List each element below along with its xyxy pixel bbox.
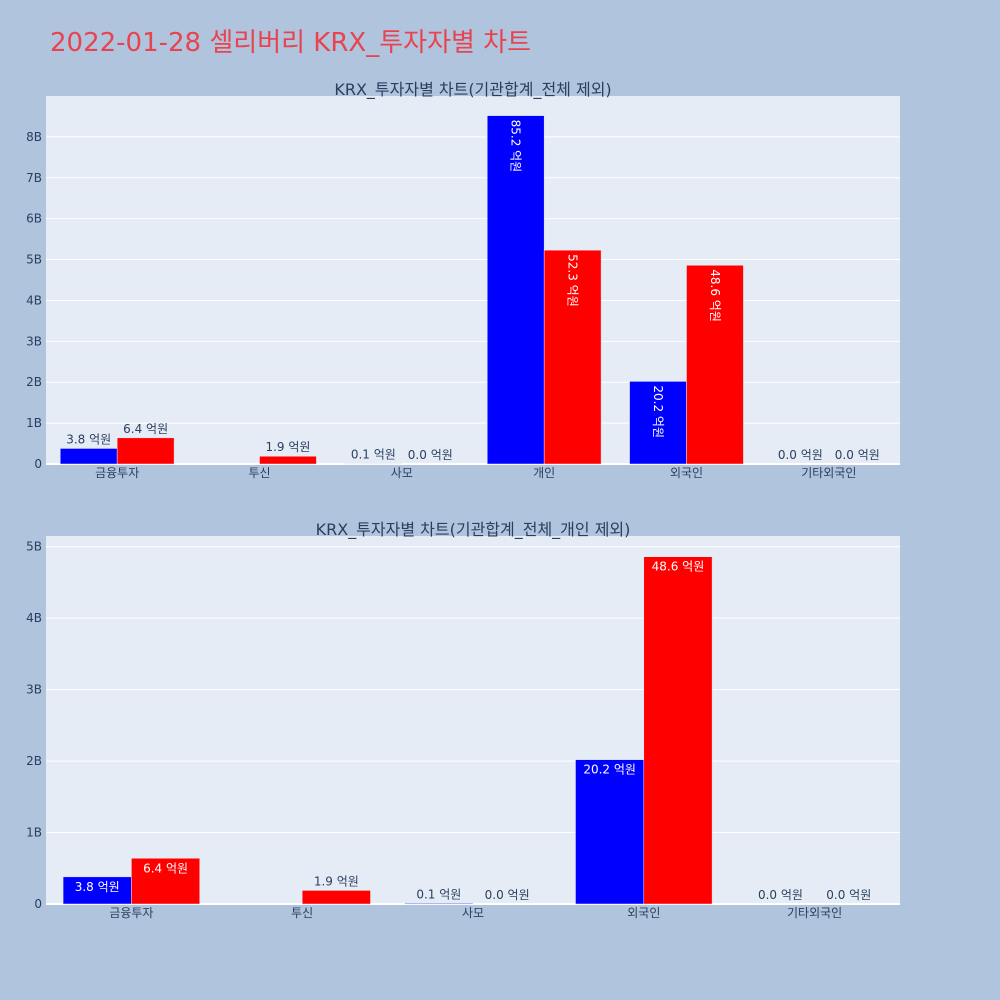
x-tick-label: 금융투자 — [95, 466, 139, 480]
data-label: 85.2 억원 — [509, 120, 523, 173]
x-tick-label: 개인 — [533, 466, 555, 480]
y-tick-label: 0 — [34, 457, 42, 471]
bar — [59, 448, 118, 465]
data-label: 0.0 억원 — [826, 888, 871, 902]
x-tick-label: 사모 — [391, 466, 413, 480]
data-label: 48.6 억원 — [708, 269, 722, 322]
data-label: 1.9 억원 — [265, 440, 310, 454]
bar — [543, 249, 602, 465]
chart-top: KRX_투자자별 차트(기관합계_전체 제외) 0 1B 2B 3B 4B 5B 6B 7B 8B… — [26, 80, 900, 480]
data-label: 0.0 억원 — [758, 888, 803, 902]
data-label: 0.0 억원 — [485, 888, 530, 902]
x-tick-label: 기타외국인 — [787, 906, 842, 920]
bar — [301, 890, 371, 905]
data-label: 20.2 억원 — [583, 763, 636, 777]
bar — [131, 858, 200, 905]
data-label: 48.6 억원 — [652, 560, 705, 574]
y-tick-label: 3B — [26, 683, 42, 697]
bar — [643, 556, 713, 905]
data-label: 0.1 억원 — [416, 887, 461, 901]
bar — [575, 759, 645, 905]
y-tick-label: 4B — [26, 611, 42, 625]
x-tick-label: 금융투자 — [109, 906, 153, 920]
data-label: 0.0 억원 — [835, 448, 880, 462]
data-label: 3.8 억원 — [75, 880, 120, 894]
data-label: 0.0 억원 — [408, 448, 453, 462]
plot-area — [46, 96, 900, 464]
x-tick-label: 기타외국인 — [801, 466, 856, 480]
x-tick-label: 외국인 — [670, 466, 703, 480]
bar — [686, 265, 744, 465]
data-label: 0.1 억원 — [351, 448, 396, 462]
y-tick-label: 3B — [26, 334, 42, 348]
bar — [116, 437, 175, 465]
plot-area — [46, 536, 900, 904]
data-label: 52.3 억원 — [566, 254, 580, 307]
y-tick-label: 1B — [26, 826, 42, 840]
y-tick-label: 8B — [26, 130, 42, 144]
x-tick-label: 투신 — [248, 466, 270, 480]
bar — [486, 115, 545, 465]
y-tick-label: 5B — [26, 540, 42, 554]
x-tick-label: 외국인 — [627, 906, 660, 920]
chart-bottom: KRX_투자자별 차트(기관합계_전체_개인 제외) 0 1B 2B 3B 4B 5B 금융투… — [26, 520, 900, 920]
y-tick-label: 7B — [26, 171, 42, 185]
bar — [629, 381, 687, 465]
y-tick-label: 6B — [26, 212, 42, 226]
y-tick-label: 2B — [26, 754, 42, 768]
data-label: 6.4 억원 — [123, 422, 168, 436]
chart-title: KRX_투자자별 차트(기관합계_전체_개인 제외) — [316, 520, 631, 540]
data-label: 1.9 억원 — [314, 874, 359, 888]
page-title: 2022-01-28 셀리버리 KRX_투자자별 차트 — [50, 28, 532, 58]
chart-title: KRX_투자자별 차트(기관합계_전체 제외) — [334, 80, 611, 100]
x-tick-label: 투신 — [291, 906, 313, 920]
data-label: 0.0 억원 — [778, 448, 823, 462]
data-label: 20.2 억원 — [651, 385, 665, 438]
bar — [259, 455, 317, 465]
bar — [404, 903, 474, 905]
y-tick-label: 1B — [26, 416, 42, 430]
x-tick-label: 사모 — [462, 906, 484, 920]
y-tick-label: 0 — [34, 897, 42, 911]
data-label: 6.4 억원 — [143, 861, 188, 875]
y-tick-label: 2B — [26, 375, 42, 389]
y-tick-label: 5B — [26, 253, 42, 267]
y-tick-label: 4B — [26, 293, 42, 307]
data-label: 3.8 억원 — [66, 432, 111, 446]
